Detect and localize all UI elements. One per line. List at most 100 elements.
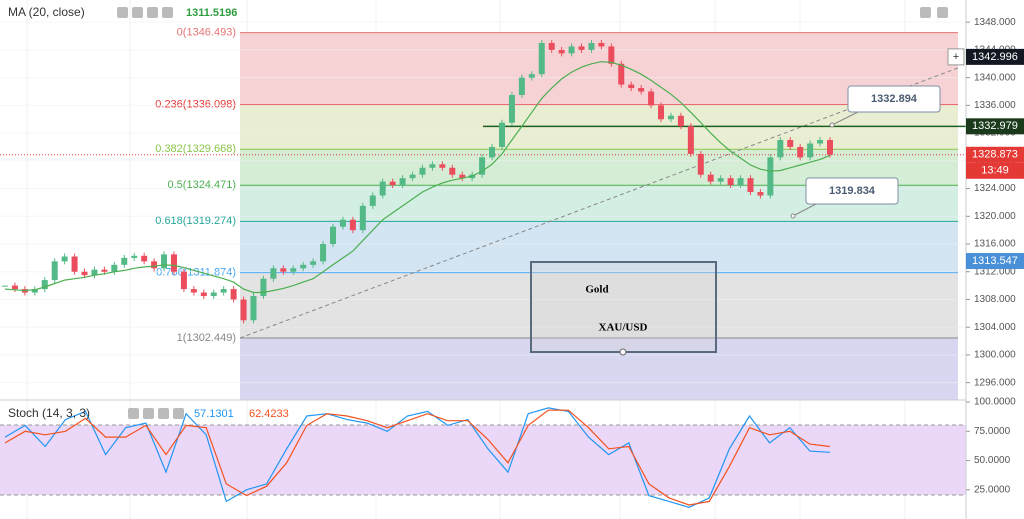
header-icons[interactable]	[117, 7, 948, 419]
title-text: XAU/USD	[599, 322, 648, 334]
candle	[11, 285, 18, 290]
candle	[807, 143, 814, 158]
candle	[359, 205, 366, 231]
y-tick-label: 25.0000	[974, 484, 1011, 495]
candle	[498, 122, 505, 147]
candle	[817, 140, 824, 144]
candle	[240, 299, 247, 321]
title-anchor	[619, 348, 627, 356]
trend-line	[239, 67, 959, 339]
candle	[479, 157, 486, 175]
candle	[270, 268, 277, 279]
candle	[260, 278, 267, 297]
candle	[558, 49, 565, 54]
candle	[230, 289, 237, 300]
candle	[588, 42, 595, 50]
stoch-line	[4, 409, 831, 506]
candle	[787, 140, 794, 147]
candle	[578, 46, 585, 50]
candle	[389, 181, 396, 186]
fib-label: 0.5(1324.471)	[168, 179, 237, 191]
candle	[220, 289, 227, 293]
candle	[429, 164, 436, 168]
candle	[667, 115, 674, 120]
candle	[101, 269, 108, 272]
candle	[290, 268, 297, 272]
candle	[717, 178, 724, 182]
price-tag-text: 1328.873	[972, 149, 1018, 161]
y-tick-label: 1336.000	[974, 100, 1016, 111]
y-tick-label: 1308.000	[974, 294, 1016, 305]
stoch-d-readout: 62.4233	[249, 408, 289, 420]
fib-label: 0.786(1311.874)	[156, 267, 236, 279]
candle	[31, 289, 38, 293]
candle	[538, 42, 545, 75]
callout-anchor	[829, 122, 835, 128]
candle	[648, 91, 655, 106]
time-tag-text: 13:49	[981, 165, 1009, 177]
candle	[190, 289, 197, 293]
candle	[41, 280, 48, 290]
candle	[180, 271, 187, 290]
fib-label: 1(1302.449)	[177, 332, 236, 344]
candle	[200, 292, 207, 297]
fib-label: 0(1346.493)	[177, 27, 236, 39]
price-tag	[966, 253, 1024, 270]
candle	[2, 285, 8, 287]
candle	[280, 268, 287, 272]
y-tick-label: 1304.000	[974, 322, 1016, 333]
price-tag-text: 1332.979	[972, 120, 1018, 132]
callout-text: 1319.834	[829, 185, 876, 197]
candle	[638, 88, 645, 92]
y-tick-label: 1296.000	[974, 377, 1016, 388]
ma-line	[4, 61, 831, 294]
candle	[608, 46, 615, 64]
candle	[131, 255, 138, 258]
candle	[141, 255, 148, 262]
fib-label: 0.236(1336.098)	[155, 99, 236, 111]
y-tick-label: 1300.000	[974, 350, 1016, 361]
candle	[379, 181, 386, 196]
candle	[598, 42, 605, 47]
candle	[439, 164, 446, 168]
candle	[71, 256, 78, 272]
candle	[658, 105, 665, 120]
crosshair-button[interactable]	[947, 48, 965, 66]
candle	[310, 261, 317, 265]
candle	[300, 264, 307, 269]
candle	[518, 77, 525, 95]
price-tag	[966, 146, 1024, 163]
price-tag	[966, 48, 1024, 65]
y-tick-label: 50.0000	[974, 455, 1011, 466]
candle	[548, 42, 555, 50]
time-tag	[966, 162, 1024, 179]
candle	[121, 257, 128, 265]
candle	[349, 219, 356, 231]
candle	[568, 46, 575, 54]
callout-text: 1332.894	[871, 93, 918, 105]
candle	[827, 140, 833, 155]
candle	[747, 178, 754, 193]
y-tick-label: 1312.000	[974, 266, 1016, 277]
candle	[161, 254, 168, 269]
candle	[51, 261, 58, 281]
ma-label: MA (20, close)	[8, 5, 85, 19]
candle	[210, 292, 217, 297]
candle	[330, 226, 337, 245]
candle	[777, 140, 784, 158]
fib-zone	[240, 337, 958, 400]
candle	[697, 153, 704, 175]
candle	[677, 115, 684, 127]
y-tick-label: 1348.000	[974, 17, 1016, 28]
y-tick-label: 100.0000	[974, 397, 1016, 408]
callout-anchor	[790, 213, 796, 219]
candle	[757, 192, 764, 196]
fib-zone	[240, 221, 958, 273]
y-tick-label: 1320.000	[974, 211, 1016, 222]
callout-box	[805, 177, 899, 205]
candle	[170, 254, 177, 272]
candle	[320, 244, 327, 262]
crosshair-icon: +	[953, 51, 959, 63]
candle	[797, 146, 804, 158]
